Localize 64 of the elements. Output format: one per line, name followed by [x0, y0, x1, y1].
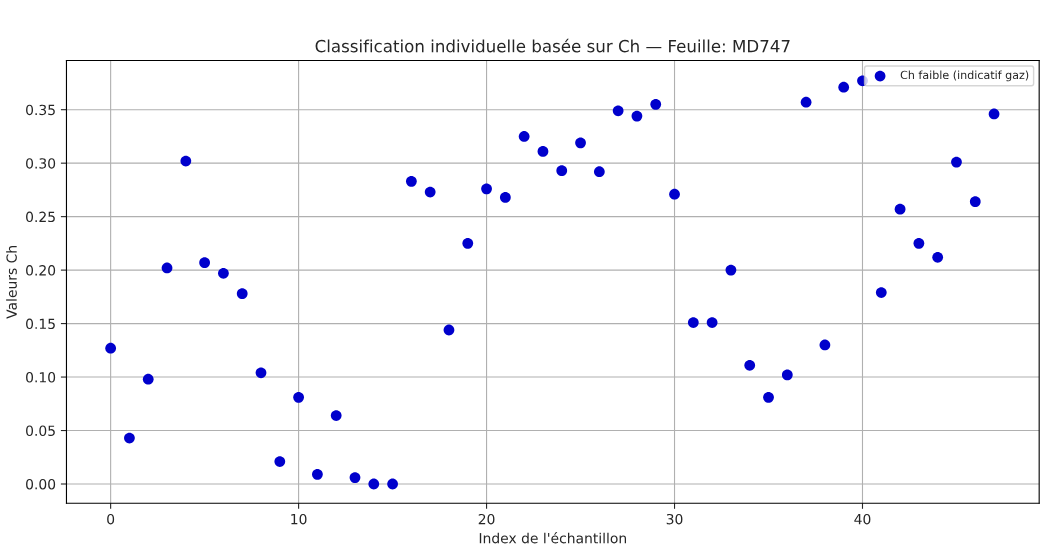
- point: [763, 392, 774, 403]
- point: [838, 81, 850, 93]
- point: [236, 288, 248, 300]
- point: [293, 392, 304, 403]
- point: [481, 183, 492, 195]
- point: [612, 105, 624, 117]
- x-tick-label: 30: [666, 513, 683, 525]
- point: [443, 324, 455, 336]
- point: [199, 257, 210, 268]
- y-tick-label: 0.20: [26, 265, 56, 276]
- point: [368, 478, 380, 490]
- y-tick-label: 0.25: [26, 211, 55, 223]
- point: [631, 110, 643, 122]
- point: [518, 131, 530, 142]
- point: [951, 156, 962, 168]
- point: [499, 192, 511, 203]
- x-axis-title: Index de l'échantillon: [479, 532, 626, 544]
- y-tick-label: 0.30: [26, 158, 56, 169]
- point: [255, 367, 267, 379]
- point: [142, 373, 154, 385]
- point: [105, 342, 117, 354]
- point: [537, 146, 549, 157]
- point: [744, 359, 756, 371]
- point: [180, 155, 192, 167]
- y-tick-label: 0.15: [26, 318, 55, 330]
- point: [406, 175, 417, 187]
- point: [218, 267, 229, 279]
- x-tick-label: 20: [478, 513, 495, 525]
- point: [875, 287, 887, 298]
- y-tick-label: 0.05: [26, 425, 55, 436]
- point: [575, 137, 586, 149]
- point: [669, 188, 680, 200]
- point: [988, 108, 1000, 120]
- point: [706, 317, 718, 328]
- point: [556, 165, 568, 177]
- point: [330, 410, 342, 421]
- point: [161, 262, 173, 274]
- point: [969, 196, 981, 208]
- point: [387, 478, 398, 490]
- point: [124, 432, 135, 444]
- point: [800, 96, 812, 108]
- y-tick-label: 0.00: [26, 478, 56, 490]
- x-tick-label: 10: [291, 513, 307, 525]
- point: [349, 472, 361, 483]
- point: [312, 469, 323, 480]
- point: [894, 203, 906, 215]
- point: [781, 369, 793, 381]
- x-tick-label: 40: [854, 513, 871, 525]
- point: [424, 186, 436, 198]
- point: [932, 251, 944, 263]
- y-tick-label: 0.35: [26, 104, 55, 116]
- legend-label: Ch faible (indicatif gaz): [900, 70, 1029, 82]
- point: [819, 339, 831, 351]
- point: [913, 238, 925, 249]
- y-tick-label: 0.10: [26, 372, 56, 383]
- y-axis-title: Valeurs Ch: [6, 246, 17, 319]
- point: [274, 456, 286, 467]
- x-tick-label: 0: [107, 513, 115, 525]
- point: [462, 238, 474, 249]
- point: [687, 317, 699, 328]
- point: [725, 264, 737, 276]
- chart-title: Classification individuelle basée sur Ch — Feuille: MD747: [315, 38, 790, 53]
- point: [593, 166, 605, 178]
- point: [650, 98, 662, 110]
